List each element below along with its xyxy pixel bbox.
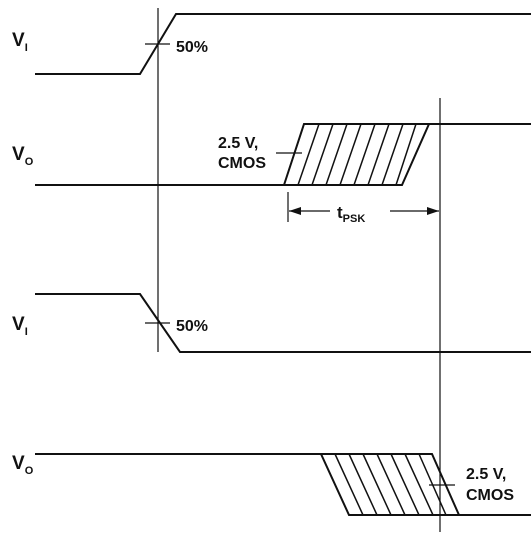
level-label-top-line2: CMOS — [218, 155, 266, 172]
signal-label-vi-bottom: VI — [12, 314, 28, 338]
signal-label-vi-top: VI — [12, 30, 28, 54]
threshold-label-bottom: 50% — [176, 318, 208, 335]
tpsk-label: tPSK — [337, 203, 365, 225]
level-label-top-line1: 2.5 V, — [218, 135, 258, 152]
level-label-bottom-line2: CMOS — [466, 487, 514, 504]
level-label-bottom-line1: 2.5 V, — [466, 466, 506, 483]
waveform-vo-falling — [35, 453, 531, 516]
waveform-vi-rising — [35, 13, 531, 75]
waveform-vo-rising — [35, 123, 531, 186]
signal-label-vo-bottom: VO — [12, 453, 34, 477]
waveform-vi-falling — [35, 293, 531, 353]
threshold-label-top: 50% — [176, 39, 208, 56]
signal-label-vo-top: VO — [12, 144, 34, 168]
tpsk-dimension — [287, 192, 439, 222]
